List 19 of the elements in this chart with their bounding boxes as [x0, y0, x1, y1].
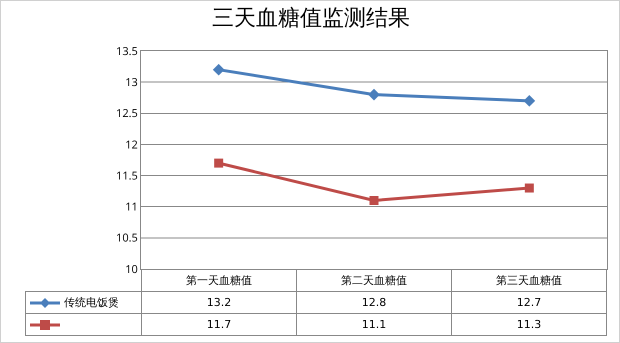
y-tick-label: 12.5 — [116, 106, 138, 122]
y-tick-label: 12 — [125, 137, 138, 152]
y-tick-label: 13.5 — [116, 44, 138, 59]
y-tick-label: 11.5 — [116, 168, 138, 184]
data-label: 12.7 — [452, 292, 606, 314]
data-label: 11.7 — [142, 314, 296, 336]
y-tick-label: 13 — [125, 74, 138, 90]
data-label: 11.1 — [296, 314, 452, 336]
x-tick-label: 第二天血糖值 — [296, 270, 452, 292]
y-tick-label: 11 — [125, 200, 138, 215]
y-tick-label: 10 — [125, 262, 138, 277]
x-tick-label: 第三天血糖值 — [452, 270, 606, 292]
data-label: 11.3 — [452, 314, 606, 336]
chart-title: 三天血糖值监测结果 — [212, 6, 410, 31]
legend-label: 传统电饭煲 — [64, 296, 119, 309]
data-label: 12.8 — [296, 292, 452, 314]
x-tick-label: 第一天血糖值 — [142, 270, 296, 292]
data-label: 13.2 — [142, 292, 296, 314]
y-tick-label: 10.5 — [116, 230, 138, 246]
